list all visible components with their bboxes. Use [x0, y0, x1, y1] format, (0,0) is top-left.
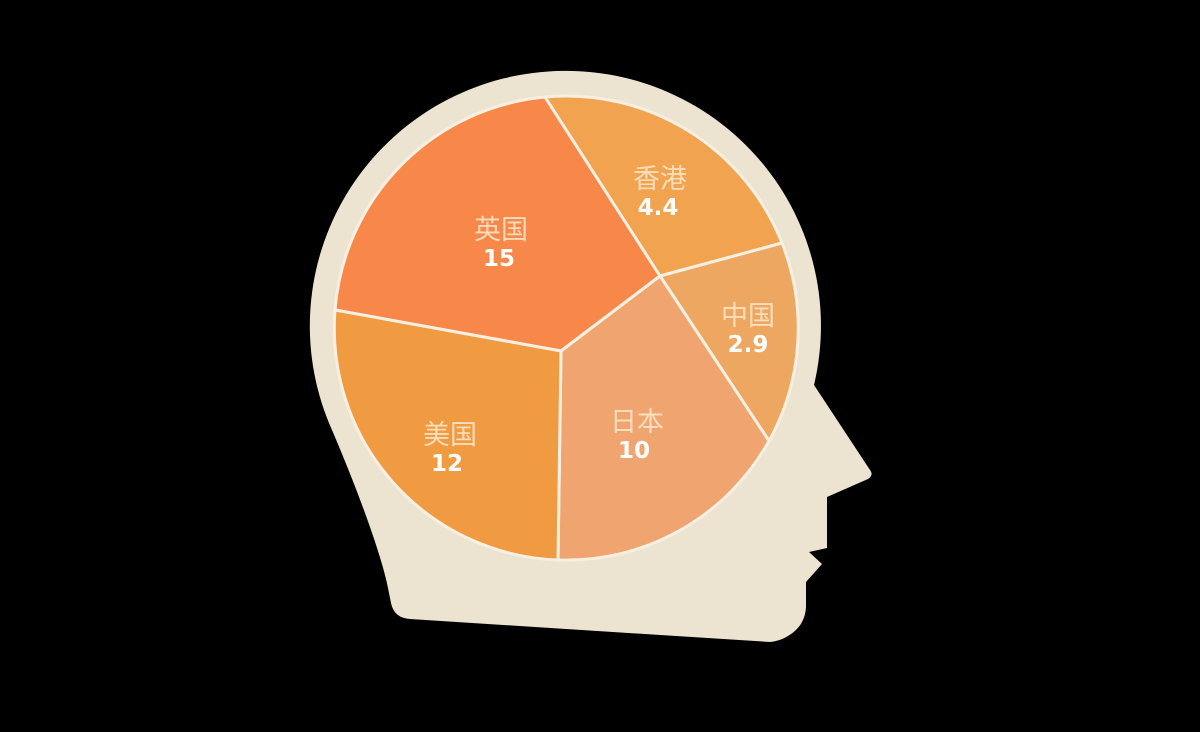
pie-labels: 英国 15 香港 4.4 中国 2.9 日本 10 美国 12 [423, 164, 775, 477]
value-japan: 10 [618, 438, 650, 464]
label-japan: 日本 [610, 407, 664, 438]
pie-slice-uk [333, 95, 662, 353]
value-hongkong: 4.4 [638, 195, 679, 221]
label-hongkong: 香港 [633, 164, 687, 195]
pie-slices [332, 94, 800, 562]
label-china: 中国 [721, 301, 775, 332]
pie-slice-china [658, 241, 800, 443]
pie-slice-japan [556, 274, 771, 562]
pie-slice-hongkong [543, 94, 784, 278]
value-uk: 15 [483, 246, 515, 272]
label-usa: 美国 [423, 420, 477, 451]
pie-slice-usa [332, 308, 563, 562]
label-uk: 英国 [474, 215, 528, 246]
value-china: 2.9 [728, 332, 769, 358]
value-usa: 12 [431, 451, 463, 477]
